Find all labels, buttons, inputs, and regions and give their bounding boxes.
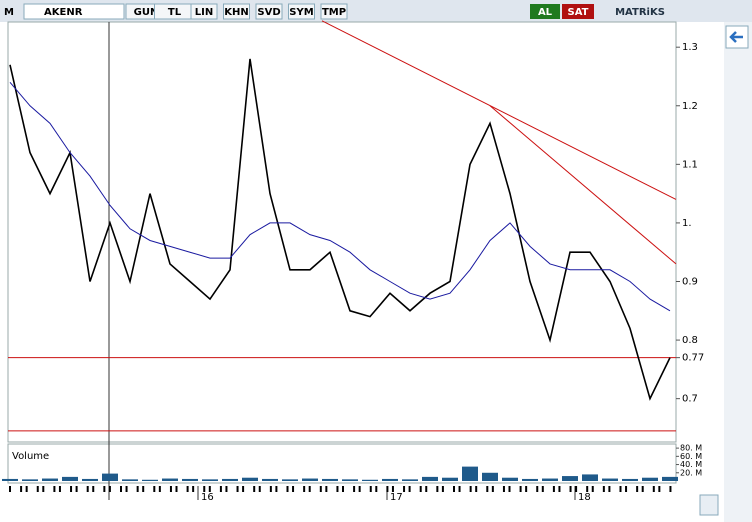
volume-bar (242, 477, 258, 481)
volume-tick-label: 80. M (680, 444, 702, 453)
volume-bar (162, 478, 178, 481)
symbol-box[interactable] (23, 3, 125, 20)
volume-bar (422, 476, 438, 481)
volume-bar (182, 478, 198, 481)
toolbar-button[interactable] (320, 3, 348, 20)
trend-line (321, 20, 677, 200)
volume-bar (662, 476, 678, 481)
price-line (9, 58, 671, 401)
volume-bar (542, 478, 558, 481)
refresh-button[interactable] (699, 494, 719, 516)
scrollbar[interactable] (724, 22, 752, 522)
buy-label: AL (538, 7, 553, 18)
volume-bar (122, 479, 138, 481)
sell-label: SAT (568, 7, 589, 18)
brand: MATRiKS (615, 7, 665, 18)
y-tick-label: 1.3 (682, 42, 698, 53)
y-tick-label: 0.7 (682, 394, 698, 405)
volume-bar (642, 477, 658, 481)
toolbar-label: KHN (224, 7, 249, 18)
volume-bar (342, 479, 358, 481)
volume-bar (202, 479, 218, 481)
toolbar-label: SYM (289, 7, 313, 18)
volume-bar (222, 478, 238, 481)
volume-tick-label: 60. M (680, 452, 702, 461)
volume-bar (402, 479, 418, 481)
volume-bar (482, 472, 498, 481)
volume-bar (622, 478, 638, 481)
y-tick-label: 0.77 (682, 353, 704, 364)
volume-bar (102, 473, 118, 481)
toolbar-label: TMP (322, 7, 346, 18)
y-tick-label: 0.9 (682, 276, 698, 287)
volume-bar (462, 466, 478, 481)
volume-bar (22, 479, 38, 481)
logo: M (4, 7, 14, 18)
toolbar-button[interactable] (255, 3, 283, 20)
volume-bar (262, 478, 278, 481)
toolbar-button[interactable] (288, 3, 315, 20)
y-tick-label: 1.1 (682, 159, 698, 170)
volume-bar (522, 478, 538, 481)
trend-line (489, 105, 677, 265)
toolbar-label: SVD (257, 7, 280, 18)
y-tick-label: 1. (682, 218, 692, 229)
arrow-icon (729, 31, 743, 43)
toolbar-button[interactable] (223, 3, 250, 20)
volume-tick-label: 40. M (680, 460, 702, 469)
x-tick-label: 17 (390, 492, 403, 503)
volume-bar (282, 479, 298, 481)
volume-bar (42, 478, 58, 481)
price-panel (7, 21, 677, 443)
volume-tick-label: 20. M (680, 468, 702, 477)
volume-bar (2, 478, 18, 481)
volume-bar (302, 478, 318, 481)
y-tick-label: 0.8 (682, 335, 698, 346)
volume-bar (582, 474, 598, 481)
toolbar-button[interactable] (190, 3, 218, 20)
toolbar-label: LIN (195, 7, 213, 18)
price-line (9, 82, 671, 312)
x-tick-label: 18 (578, 492, 591, 503)
symbol: AKENR (44, 7, 83, 18)
buy-button[interactable] (530, 4, 560, 19)
volume-bar (322, 478, 338, 481)
sell-button[interactable] (562, 4, 594, 19)
toolbar-label: GUN (134, 7, 159, 18)
volume-bar (362, 479, 378, 481)
volume-bar (602, 478, 618, 481)
volume-bar (82, 478, 98, 481)
volume-title: Volume (12, 451, 49, 462)
volume-bar (442, 477, 458, 481)
toolbar-label: TL (168, 7, 182, 18)
volume-bar (502, 477, 518, 481)
x-tick-label: 16 (201, 492, 214, 503)
y-tick-label: 1.2 (682, 101, 698, 112)
volume-bar (62, 476, 78, 481)
volume-bar (382, 478, 398, 481)
volume-bar (142, 479, 158, 481)
volume-bar (562, 476, 578, 481)
